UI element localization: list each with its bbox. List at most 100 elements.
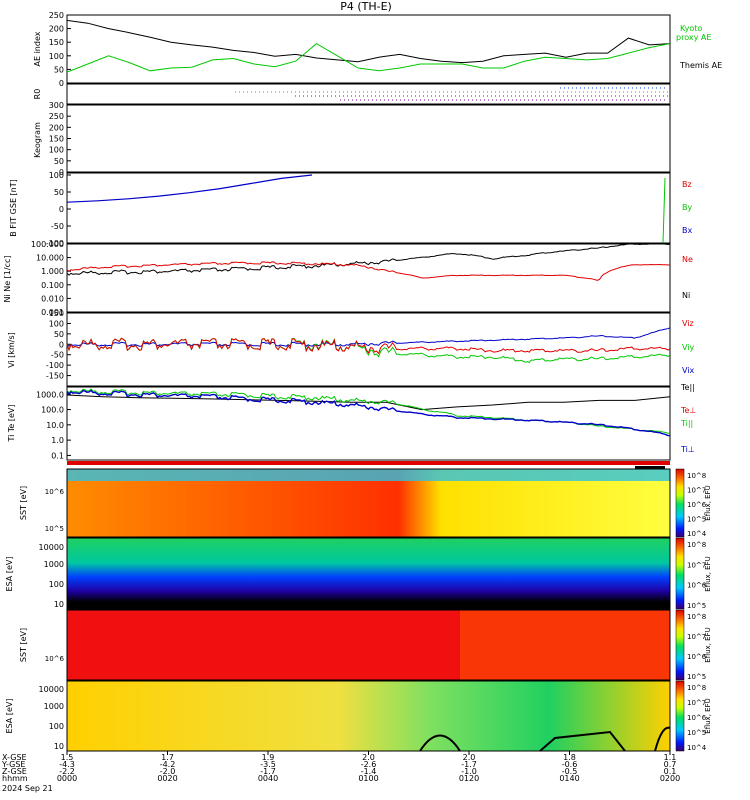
sst1-tick-1: 10^5 [45, 525, 64, 533]
x-row-label-hhmm: hhmm [2, 774, 28, 783]
panel-r0: R0 [33, 83, 671, 105]
panel-bfit-frame [66, 172, 671, 244]
colorbar-2-label: Eflux, EFU [704, 556, 712, 591]
esa2-fill [67, 681, 670, 751]
colorbar-3-tick-0: 10^8 [687, 613, 706, 621]
b-tick-4: -100 [46, 239, 64, 248]
v-tick-0: 150 [49, 309, 64, 318]
t-tick-2: 10.0 [46, 421, 64, 430]
colorbar-4-tick-2: 10^6 [687, 714, 707, 722]
keo-tick-3: 150 [49, 135, 64, 144]
x-col-5-z: -0.5 [562, 767, 578, 776]
esa1-tick-3: 10 [54, 600, 64, 609]
sst2-tick-0: 10^6 [45, 655, 65, 663]
panel-r0-frame [66, 83, 671, 105]
x-col-5-t: 0140 [559, 774, 579, 783]
x-row-label-date: 2024 Sep 21 [2, 784, 53, 793]
panel-density: Ni Ne [1/cc] 100.000 10.000 1.000 0.100 0.01… [3, 240, 693, 317]
x-col-2-t: 0040 [258, 774, 278, 783]
v-tick-6: -150 [46, 372, 64, 381]
legend-bz: Bz [682, 180, 692, 189]
x-col-3-z: -1.4 [361, 767, 377, 776]
colorbar-3-tick-2: 10^6 [687, 653, 707, 661]
colorbar-4-tick-0: 10^8 [687, 684, 706, 692]
panel-velocity-frame [66, 312, 671, 387]
v-tick-5: -100 [46, 361, 64, 370]
x-row-label-zgse: Z-GSE [2, 767, 27, 776]
colorbar-2-tick-0: 10^8 [687, 541, 706, 549]
status-strip [67, 461, 670, 465]
x-col-4-x: 2.0 [463, 753, 476, 762]
x-col-4-y: -1.7 [461, 760, 477, 769]
keo-tick-6: 0 [59, 168, 64, 177]
keo-tick-2: 200 [49, 123, 64, 132]
legend-vix: Vix [682, 366, 695, 375]
panel-temperature-frame [66, 386, 671, 461]
series-ne [66, 261, 671, 281]
colorbar-2 [675, 537, 685, 610]
b-tick-3: -50 [51, 222, 64, 231]
n-tick-5: 0.001 [41, 308, 64, 317]
x-col-1-y: -4.2 [160, 760, 176, 769]
panel-velocity-ylabel: Vi [km/s] [7, 332, 16, 368]
t-tick-0: 1000.0 [36, 390, 64, 399]
x-col-4-t: 0120 [459, 774, 479, 783]
legend-themis-ae: Themis AE [679, 61, 722, 70]
colorbar-1-tick-4: 10^4 [687, 530, 707, 538]
x-col-2-y: -3.5 [260, 760, 276, 769]
colorbar-2-tick-3: 10^5 [687, 602, 706, 610]
legend-kyoto: Kyoto [680, 24, 702, 33]
series-vix [66, 327, 671, 348]
x-col-5-y: -0.6 [562, 760, 578, 769]
panel-sst-2: SST [eV] 10^6 [19, 609, 671, 681]
figure-title: P4 (TH-E) [340, 0, 392, 13]
series-bx [66, 174, 313, 203]
colorbar-1-tick-3: 10^5 [687, 516, 706, 524]
series-themis-ae [66, 19, 671, 64]
panel-temperature-ylabel: Ti Te [eV] [7, 404, 16, 442]
x-col-2-z: -1.7 [260, 767, 276, 776]
ae-tick-5: 0 [59, 79, 64, 88]
esa2-tick-0: 10000 [39, 685, 64, 694]
legend-ti-perp: Ti⊥ [680, 445, 695, 454]
colorbar-1-label: Eflux, EFU [704, 485, 712, 520]
series-ti-parallel [66, 388, 671, 434]
series-ni [66, 243, 671, 276]
ae-tick-0: 250 [49, 11, 64, 20]
colorbar-1-tick-1: 10^7 [687, 487, 706, 495]
colorbar-1-tick-0: 10^8 [687, 472, 706, 480]
panel-sst-1: SST [eV] 10^6 10^5 [19, 468, 671, 538]
colorbar-2-tick-1: 10^7 [687, 561, 706, 569]
sst1-frame [66, 468, 671, 538]
legend-te-perp: Te⊥ [680, 406, 696, 415]
esa1-tick-0: 10000 [39, 543, 64, 552]
sst1-tick-0: 10^6 [45, 488, 65, 496]
legend-ni: Ni [682, 291, 690, 300]
panel-ae-frame [66, 14, 671, 84]
series-viz [66, 337, 671, 355]
x-col-6-z: 0.1 [664, 767, 677, 776]
panel-bfit: B FIT GSE [nT] 100 50 0 -50 -100 Bz By Bx [9, 171, 692, 248]
panel-density-frame [66, 243, 671, 313]
series-ti-perp [66, 389, 670, 437]
series-viy [66, 337, 671, 363]
panel-esa-1: ESA [eV] 10000 1000 100 10 [5, 537, 671, 610]
ae-tick-1: 200 [49, 25, 64, 34]
x-col-3-x: 2.0 [362, 753, 375, 762]
x-col-0-z: -2.2 [59, 767, 75, 776]
legend-viy: Viy [682, 343, 695, 352]
panel-density-ylabel: Ni Ne [1/cc] [3, 255, 12, 302]
x-col-0-t: 0000 [57, 774, 77, 783]
sst2-frame [66, 609, 671, 681]
colorbar-1-tick-2: 10^6 [687, 501, 707, 509]
x-col-6-y: 0.7 [664, 760, 677, 769]
ae-tick-2: 150 [49, 38, 64, 47]
esa2-overlay-curve [419, 726, 671, 752]
panel-r0-ylabel: R0 [33, 89, 42, 100]
x-col-1-z: -2.0 [160, 767, 176, 776]
colorbar-3-label: Eflux, EFU [704, 627, 712, 662]
b-tick-2: 0 [59, 205, 64, 214]
keo-tick-4: 100 [49, 146, 64, 155]
